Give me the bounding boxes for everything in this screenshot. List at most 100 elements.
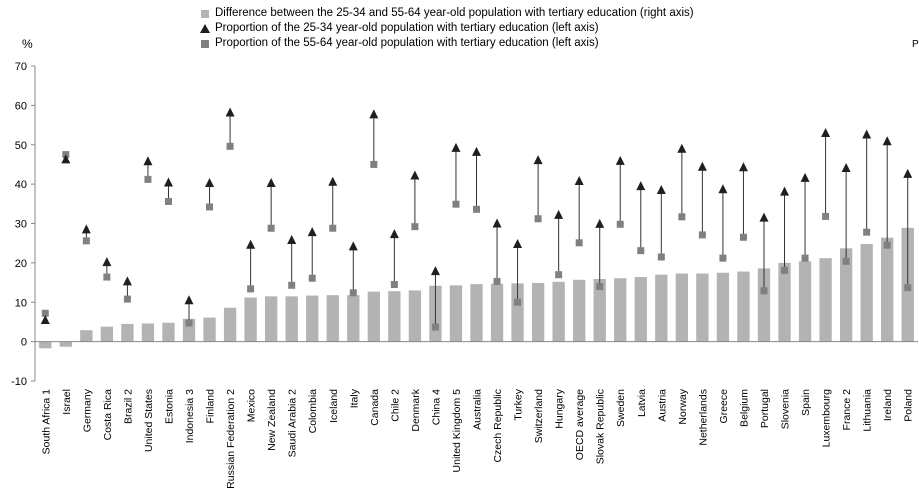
- square-point: [411, 223, 419, 231]
- triangle-point: [266, 177, 276, 187]
- bar: [881, 237, 894, 342]
- category-label: Estonia: [163, 389, 175, 424]
- triangle-point: [656, 185, 666, 195]
- category-label: South Africa 1: [40, 389, 52, 455]
- square-point: [329, 224, 337, 232]
- bar: [223, 307, 237, 342]
- legend-bar-swatch: [201, 9, 209, 18]
- category-label: United States: [143, 389, 155, 452]
- bar: [470, 284, 483, 342]
- triangle-point: [389, 229, 399, 239]
- bar: [347, 295, 360, 342]
- triangle-point: [759, 212, 769, 222]
- square-point: [452, 200, 460, 208]
- bar: [552, 281, 565, 342]
- triangle-point: [410, 170, 420, 180]
- bar: [264, 296, 278, 342]
- triangle-point: [102, 257, 112, 267]
- category-label: Germany: [81, 388, 93, 432]
- category-label: Latvia: [636, 389, 648, 417]
- bar: [388, 291, 401, 342]
- triangle-point: [718, 184, 728, 194]
- y-tick-label: 50: [15, 140, 27, 152]
- triangle-point: [163, 177, 173, 187]
- square-point: [719, 254, 727, 262]
- bar: [100, 326, 114, 342]
- category-label: Norway: [677, 388, 689, 424]
- triangle-point: [533, 155, 543, 165]
- triangle-point: [61, 154, 71, 164]
- triangle-point: [800, 172, 810, 182]
- bar: [367, 291, 380, 342]
- category-label: Poland: [903, 389, 915, 422]
- legend-square-icon: [201, 39, 209, 48]
- bar: [798, 261, 812, 342]
- square-point: [801, 254, 809, 262]
- bar: [306, 295, 319, 342]
- triangle-point: [903, 168, 913, 178]
- square-point: [739, 233, 747, 241]
- category-label: Mexico: [246, 389, 258, 422]
- category-label: Slovenia: [780, 389, 792, 429]
- bar: [490, 283, 504, 342]
- bar: [860, 243, 873, 342]
- square-point: [226, 142, 234, 150]
- square-point: [308, 274, 316, 282]
- bar: [59, 341, 72, 347]
- category-label: Italy: [348, 388, 360, 408]
- triangle-point: [451, 142, 461, 152]
- triangle-point: [677, 143, 687, 153]
- category-label: Saudi Arabia 2: [287, 389, 299, 457]
- square-point: [904, 284, 912, 292]
- category-label: Belgium: [738, 389, 750, 427]
- square-point: [555, 271, 563, 279]
- category-label: Sweden: [615, 389, 627, 427]
- square-point: [370, 160, 378, 168]
- square-point: [390, 281, 398, 289]
- triangle-point: [143, 156, 153, 166]
- y-tick-label: 60: [15, 100, 27, 112]
- category-label: Russian Federation 2: [225, 389, 237, 489]
- category-label: Colombia: [307, 389, 319, 434]
- triangle-point: [472, 146, 481, 156]
- category-label: Czech Republic: [492, 389, 504, 463]
- square-point: [596, 283, 604, 290]
- bar: [634, 277, 647, 342]
- bar: [408, 290, 422, 342]
- square-point: [41, 309, 49, 317]
- triangle-point: [636, 181, 646, 191]
- triangle-point: [780, 186, 790, 196]
- square-point: [103, 273, 111, 281]
- category-label: Lithuania: [862, 389, 874, 432]
- legend-triangle-icon: [200, 24, 210, 33]
- bar: [778, 262, 791, 342]
- legend-item-young: Proportion of the 25-34 year-old populat…: [200, 21, 694, 36]
- bar: [511, 283, 524, 342]
- triangle-point: [369, 109, 379, 119]
- square-point: [164, 197, 172, 205]
- y-tick-label: 0: [21, 337, 27, 349]
- triangle-point: [225, 107, 235, 117]
- square-point: [575, 239, 583, 247]
- bar: [39, 341, 52, 349]
- bar: [839, 248, 853, 342]
- bar: [655, 274, 668, 342]
- y-tick-label: 70: [15, 61, 27, 73]
- bar: [593, 279, 606, 342]
- bar: [244, 297, 257, 342]
- category-label: United Kingdom 5: [451, 389, 463, 473]
- triangle-point: [184, 295, 194, 305]
- bar: [573, 279, 586, 342]
- triangle-point: [122, 276, 132, 286]
- square-point: [781, 266, 789, 274]
- triangle-point: [841, 162, 851, 172]
- bar: [80, 330, 93, 342]
- bar: [819, 258, 832, 342]
- triangle-point: [81, 224, 91, 234]
- bar: [696, 273, 709, 342]
- triangle-point: [348, 241, 358, 251]
- legend-item-old: Proportion of the 55-64 year-old populat…: [200, 36, 694, 51]
- category-label: Austria: [656, 389, 668, 422]
- square-point: [144, 175, 152, 183]
- bar: [449, 285, 463, 342]
